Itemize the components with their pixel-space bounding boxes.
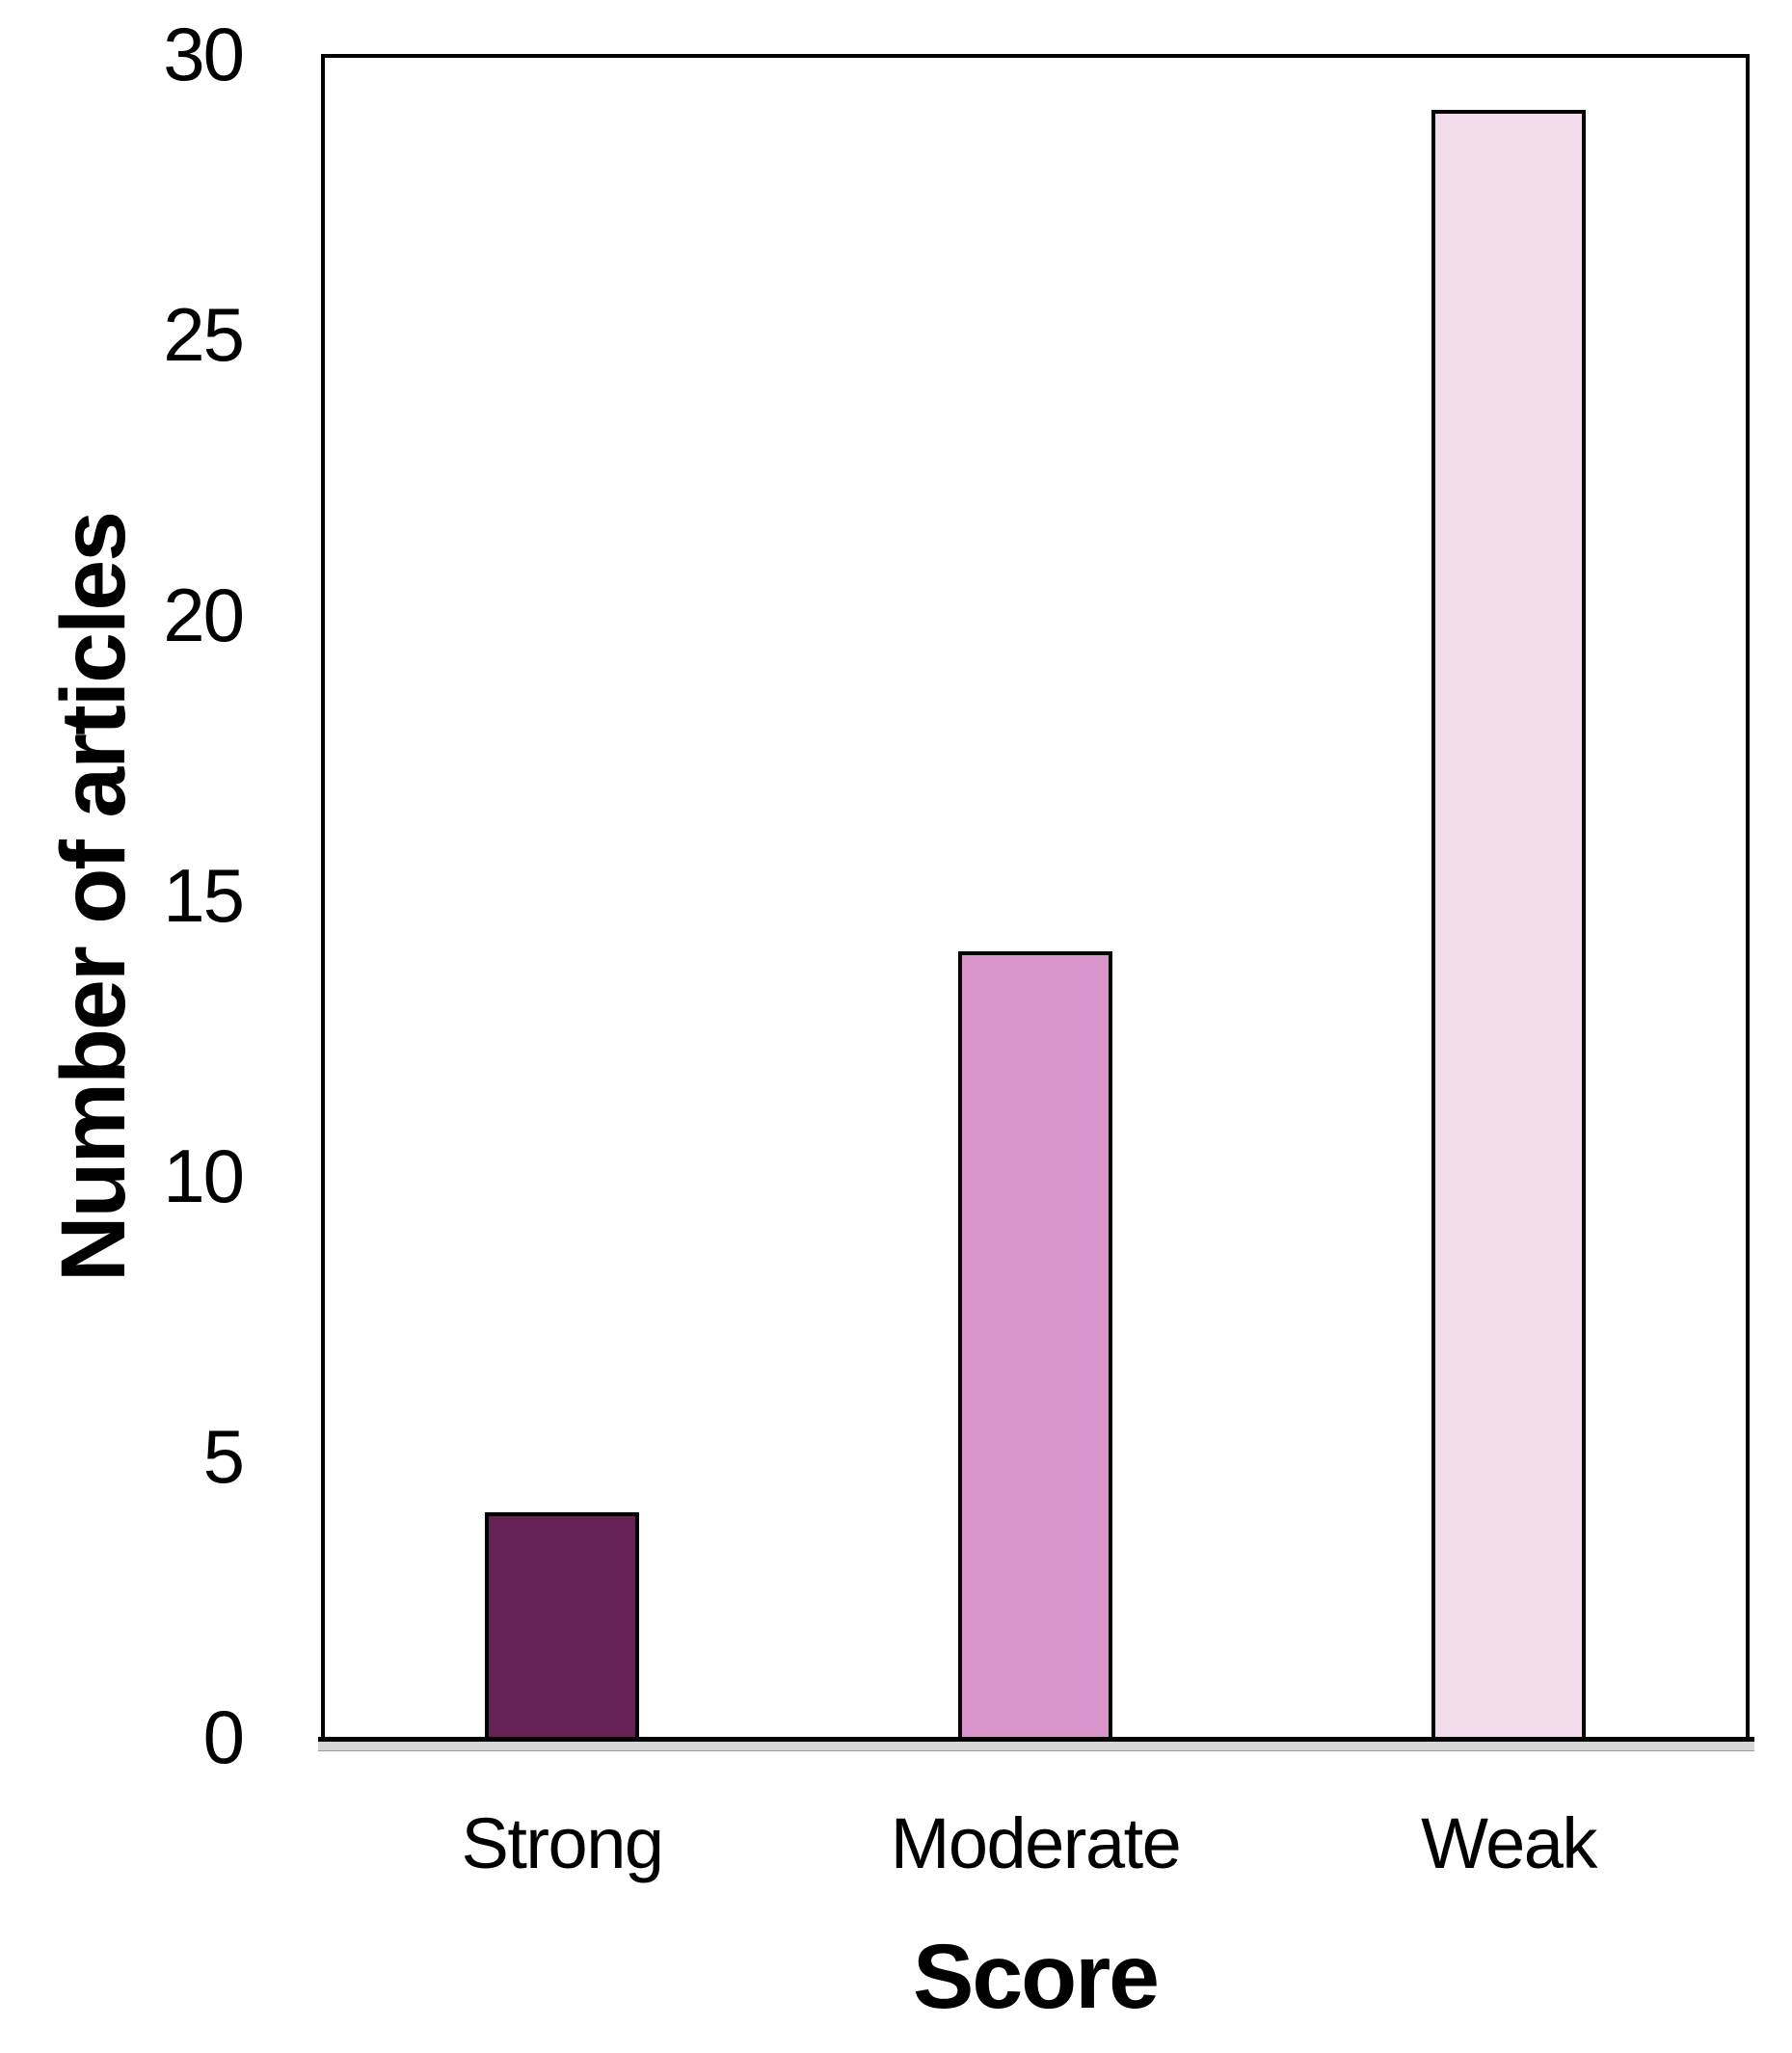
y-tick-label: 10 xyxy=(163,1133,245,1218)
plot-area xyxy=(321,54,1750,1737)
bar-weak xyxy=(1431,110,1586,1737)
y-tick-label: 0 xyxy=(202,1694,245,1779)
x-category-label-moderate: Moderate xyxy=(890,1803,1182,1883)
x-category-label-strong: Strong xyxy=(461,1803,664,1883)
y-tick-label: 25 xyxy=(163,292,245,377)
y-tick-label: 30 xyxy=(163,12,245,96)
y-tick-label: 15 xyxy=(163,853,245,938)
x-axis-title: Score xyxy=(912,1926,1160,2028)
y-tick-label: 20 xyxy=(163,573,245,657)
bar-strong xyxy=(485,1512,639,1737)
bar-moderate xyxy=(958,951,1112,1737)
x-category-label-weak: Weak xyxy=(1421,1803,1597,1883)
x-axis-line xyxy=(318,1737,1754,1751)
y-tick-label: 5 xyxy=(202,1414,245,1499)
